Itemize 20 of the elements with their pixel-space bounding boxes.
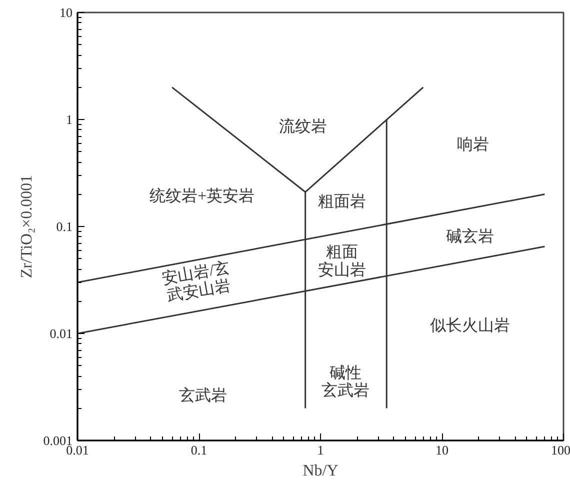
annotation: 安山岩/玄武安山岩: [160, 258, 232, 306]
annotation: 碱性玄武岩: [321, 364, 370, 400]
y-tick-label: 0.01: [50, 326, 72, 341]
annotation: 碱玄岩: [446, 227, 494, 246]
annotation: 粗面岩: [318, 192, 366, 210]
x-tick-label: 0.1: [190, 442, 208, 458]
x-axis-title: Nb/Y: [302, 462, 339, 480]
x-tick-label: 10: [436, 442, 448, 458]
y-tick-label: 1: [66, 112, 72, 127]
x-tick-label: 1: [317, 442, 324, 458]
x-tick-label: 100: [551, 442, 570, 458]
y-tick-label: 10: [60, 5, 72, 20]
annotation: 统纹岩+英安岩: [150, 187, 255, 206]
annotation: 玄武岩: [179, 386, 228, 405]
y-axis-title: Zr/TiO₂×0.0001: [18, 174, 36, 278]
annotation: 似长火山岩: [430, 316, 510, 335]
annotation: 响岩: [457, 135, 490, 154]
y-tick-label: 0.1: [56, 219, 72, 234]
annotation: 流纹岩: [279, 118, 328, 136]
annotation: 粗面安山岩: [318, 244, 366, 280]
